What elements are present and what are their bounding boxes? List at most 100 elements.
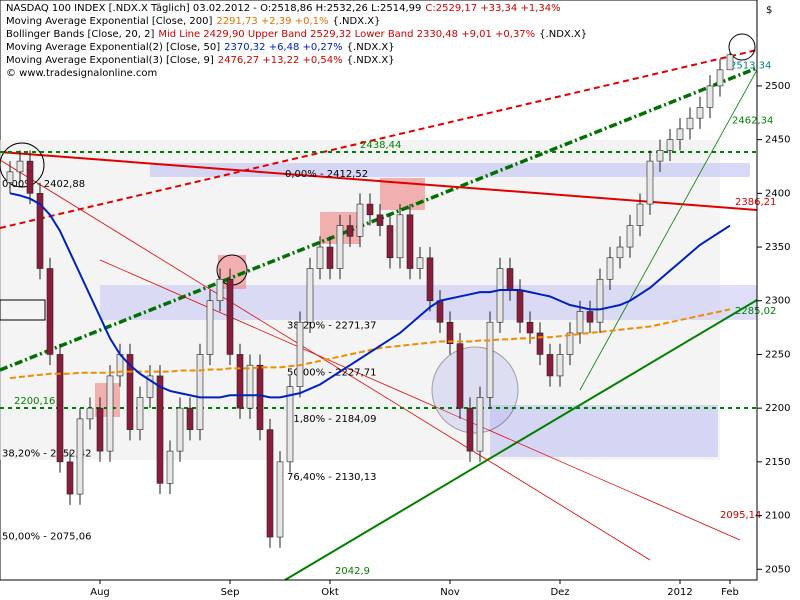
- candle-body: [536, 332, 544, 355]
- annotation: 2462,34: [732, 115, 773, 126]
- legend-entry: Moving Average Exponential(3) [Close, 9]…: [6, 55, 395, 66]
- candle-body: [126, 354, 134, 430]
- candle-body: [416, 257, 424, 269]
- x-tick-label: Sep: [221, 587, 240, 598]
- candle-body: [486, 321, 494, 398]
- candle-body: [446, 321, 454, 345]
- candle-body: [346, 225, 354, 237]
- candle-body: [216, 278, 224, 302]
- x-tick-label: 2012: [667, 587, 692, 598]
- candle-body: [76, 418, 84, 495]
- annotation: 0,00% - 2412,52: [285, 169, 368, 180]
- legend: NASDAQ 100 INDEX [.NDX.X Täglich] 03.02.…: [6, 3, 587, 79]
- y-tick-label: 2050: [765, 564, 790, 575]
- legend-label: Moving Average Exponential(3) [Close, 9]: [6, 55, 214, 66]
- legend-label: NASDAQ 100 INDEX [.NDX.X Täglich] 03.02.…: [6, 3, 421, 14]
- zone-box: [490, 405, 718, 457]
- candle-body: [476, 397, 484, 452]
- candle-body: [566, 332, 574, 355]
- candle-body: [576, 311, 584, 334]
- series-line: [9, 308, 731, 380]
- legend-detail: 2370,32 +6,48 +0,27%: [224, 42, 343, 53]
- candle-body: [706, 85, 714, 108]
- y-tick-label: 2400: [765, 188, 790, 199]
- candle-body: [556, 354, 564, 377]
- candle-body: [516, 289, 524, 323]
- candle-body: [36, 193, 44, 269]
- level-label: 2200,16: [14, 396, 55, 407]
- candle-body: [376, 214, 384, 226]
- candle-body: [46, 268, 54, 355]
- x-tick-label: Nov: [440, 587, 460, 598]
- candle-body: [266, 429, 274, 538]
- legend-label: Bollinger Bands [Close, 20, 2]: [6, 29, 154, 40]
- trend-line: [284, 299, 758, 581]
- annotation: 38,20% - 2152,42: [2, 448, 91, 459]
- y-tick-label: 2500: [765, 81, 790, 92]
- y-tick-label: 2350: [765, 242, 790, 253]
- candle-body: [296, 321, 304, 387]
- legend-suffix: {.NDX.X}: [347, 55, 395, 66]
- legend-label: Moving Average Exponential(2) [Close, 50…: [6, 42, 220, 53]
- y-tick-label: 2150: [765, 457, 790, 468]
- annotation: 0,00% - 2402,88: [2, 179, 85, 190]
- legend-detail: C:2529,17 +33,34 +1,34%: [425, 3, 560, 14]
- marker-circle: [728, 33, 756, 61]
- x-tick-label: Okt: [321, 587, 339, 598]
- candle-body: [626, 225, 634, 248]
- y-tick-label: 2100: [765, 511, 790, 522]
- candle-body: [326, 246, 334, 269]
- zone-box: [150, 163, 750, 177]
- candle-body: [436, 300, 444, 323]
- level-label: 2438,44: [360, 140, 401, 151]
- candle-body: [226, 278, 234, 355]
- candle-body: [336, 225, 344, 269]
- candle-body: [546, 354, 554, 377]
- candle-body: [656, 150, 664, 162]
- candle-body: [456, 343, 464, 409]
- candle-body: [196, 354, 204, 430]
- currency-label: $: [766, 5, 772, 16]
- candle-body: [666, 139, 674, 151]
- candle-body: [86, 407, 94, 420]
- legend-suffix: {.NDX.X}: [347, 42, 395, 53]
- candle-body: [386, 225, 394, 259]
- candle-body: [406, 214, 414, 269]
- annotation: 2095,14: [720, 510, 761, 521]
- candle-body: [366, 203, 374, 216]
- annotation: 38,20% - 2271,37: [287, 320, 376, 331]
- candle-body: [466, 407, 474, 452]
- candle-body: [206, 300, 214, 355]
- candle-body: [636, 203, 644, 226]
- legend-entry: Moving Average Exponential(2) [Close, 50…: [6, 42, 395, 53]
- trend-line: [579, 69, 758, 391]
- x-tick-label: Feb: [721, 587, 739, 598]
- marks: 2438,44 2200,16 0,00% - 2402,88 0,00% - 241…: [0, 51, 776, 577]
- candle-body: [646, 160, 654, 205]
- annotation: 61,80% - 2184,09: [287, 414, 376, 425]
- candle-body: [716, 69, 724, 87]
- candle-body: [276, 461, 284, 538]
- candle-body: [96, 407, 104, 452]
- trend-line: [0, 151, 758, 211]
- candle-body: [726, 54, 734, 71]
- trend-line: [99, 259, 741, 541]
- candle-body: [426, 257, 434, 302]
- y-tick-label: 2250: [765, 349, 790, 360]
- candle-body: [6, 171, 14, 183]
- y-tick-label: 2200: [765, 403, 790, 414]
- annotation: 50,00% - 2227,71: [287, 367, 376, 378]
- candle-body: [156, 375, 164, 484]
- candle-body: [676, 128, 684, 140]
- copyright: © www.tradesignalonline.com: [6, 68, 157, 79]
- candle-body: [286, 386, 294, 463]
- candle-body: [66, 461, 74, 495]
- legend-entry: Bollinger Bands [Close, 20, 2] Mid Line 2…: [6, 29, 587, 40]
- legend-detail: 2291,73 +2,39 +0,1%: [216, 16, 328, 27]
- legend-detail: 2476,27 +13,22 +0,54%: [218, 55, 343, 66]
- candle-body: [186, 407, 194, 430]
- candle-body: [16, 160, 24, 173]
- candle-body: [246, 364, 254, 409]
- marker-box: [0, 299, 46, 321]
